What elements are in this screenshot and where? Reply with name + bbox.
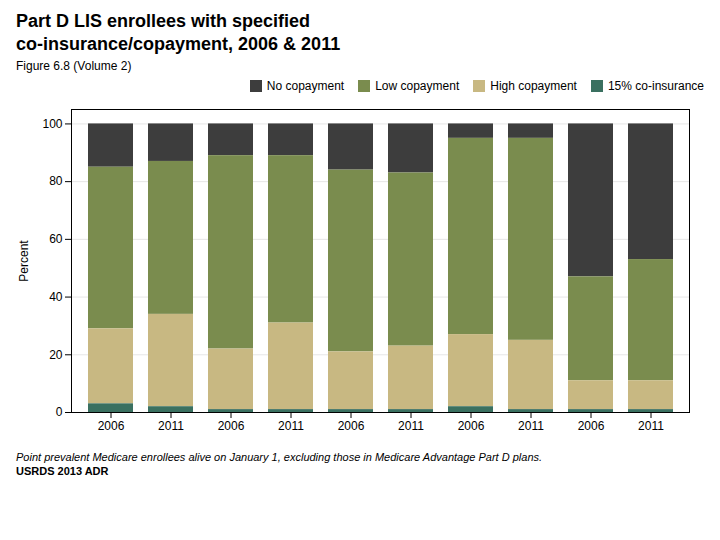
svg-text:60: 60 (49, 232, 63, 246)
html-text:Figure 6.8 (Volume 2): Figure 6.8 (Volume 2) (16, 59, 132, 73)
svg-text:2011: 2011 (278, 419, 304, 433)
svg-text:2006: 2006 (98, 419, 125, 433)
html-text:USRDS 2013 ADR: USRDS 2013 ADR (16, 465, 109, 477)
svg-text:2006: 2006 (338, 419, 365, 433)
svg-text:2006: 2006 (458, 419, 485, 433)
svg-text:2011: 2011 (398, 419, 424, 433)
svg-text:2011: 2011 (518, 419, 544, 433)
svg-text:2006: 2006 (578, 419, 605, 433)
svg-text:0: 0 (56, 405, 63, 419)
svg-text:80: 80 (49, 174, 63, 188)
svg-text:2011: 2011 (158, 419, 184, 433)
svg-text:Percent: Percent (17, 240, 31, 282)
html-text:Low copayment: Low copayment (375, 79, 460, 93)
svg-text:2011: 2011 (638, 419, 664, 433)
html-text:High copayment: High copayment (490, 79, 577, 93)
svg-text:2006: 2006 (218, 419, 245, 433)
svg-text:40: 40 (49, 290, 63, 304)
svg-text:20: 20 (49, 348, 63, 362)
html-text:Part D LIS enrollees with spec: Part D LIS enrollees with specified co-i… (16, 11, 341, 54)
html-text:Point prevalent Medicare enrol: Point prevalent Medicare enrollees alive… (16, 451, 543, 463)
html-text:15% co-insurance: 15% co-insurance (607, 79, 704, 93)
html-text:No copayment: No copayment (266, 79, 345, 93)
svg-text:100: 100 (42, 117, 62, 131)
